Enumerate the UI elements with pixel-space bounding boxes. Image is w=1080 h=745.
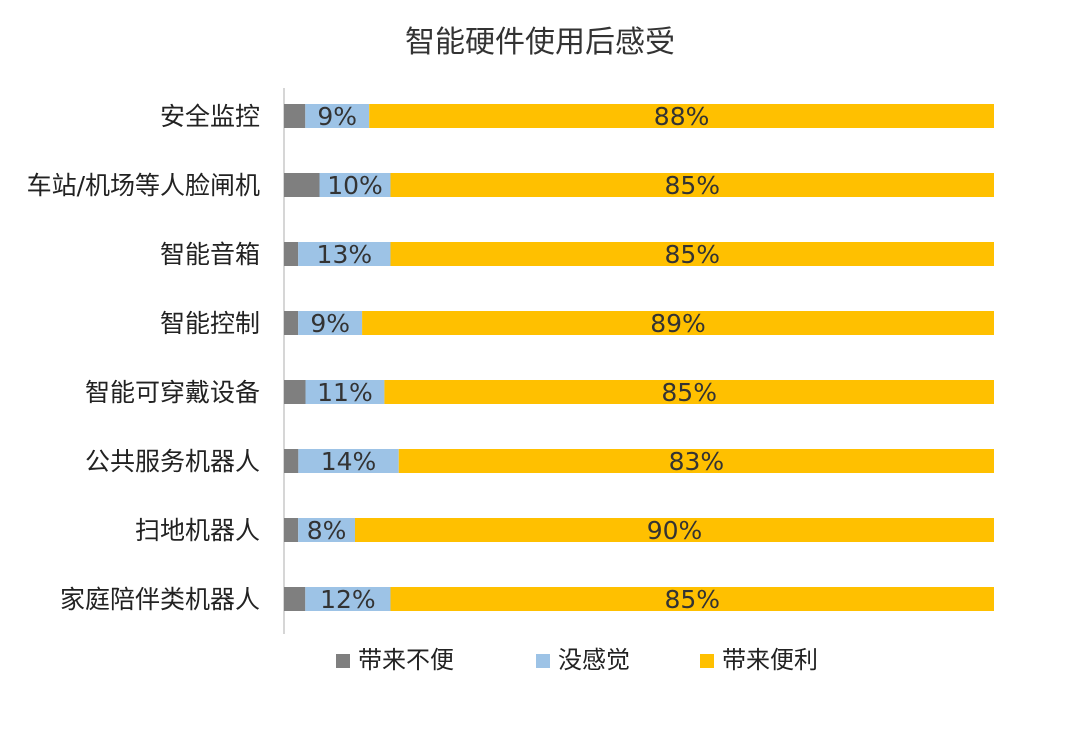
bar-segment [284,311,299,335]
bar-segment [305,587,391,611]
category-label: 公共服务机器人 [85,447,260,476]
category-label: 家庭陪伴类机器人 [60,585,260,614]
legend: 带来不便 没感觉 带来便利 [336,646,818,674]
data-label: 12% [320,585,376,614]
bar-segment [390,242,994,266]
bar-segment [284,380,306,404]
bar-segment [284,104,306,128]
bar-segment [319,173,391,197]
bar-segment [298,311,363,335]
bar-segment [362,311,995,335]
data-label: 13% [317,240,373,269]
category-label: 智能可穿戴设备 [85,378,260,407]
bar-segment [355,518,994,542]
bar-segment [284,587,306,611]
data-label: 9% [310,309,350,338]
category-label: 安全监控 [160,102,260,131]
bar-segment [284,449,299,473]
data-label: 9% [317,102,357,131]
category-label: 智能音箱 [160,240,260,269]
legend-swatch [536,654,550,668]
data-label: 90% [647,516,703,545]
bar-segment [390,173,994,197]
data-label: 14% [321,447,377,476]
data-label: 83% [669,447,725,476]
plot-area: 安全监控 9% 88% 车站/机场等人脸闸机 10% 85% 智能音箱 13% 85% 智能控制 9… [27,102,995,614]
data-label: 85% [661,378,717,407]
bar-segment [305,104,370,128]
data-label: 85% [664,585,720,614]
data-label: 88% [654,102,710,131]
legend-label: 带来不便 [358,646,454,674]
legend-label: 没感觉 [558,646,630,674]
bar-segment [298,518,355,542]
bar-segment [384,380,994,404]
legend-label: 带来便利 [722,646,818,674]
bar-segment [369,104,994,128]
data-label: 8% [307,516,347,545]
bar-segment [284,518,299,542]
category-label: 智能控制 [160,309,260,338]
data-label: 89% [650,309,706,338]
data-label: 10% [327,171,383,200]
data-label: 11% [317,378,373,407]
data-label: 85% [664,240,720,269]
bar-segment [398,449,995,473]
data-label: 85% [664,171,720,200]
bar-segment [284,173,320,197]
legend-swatch [700,654,714,668]
bar-segment [390,587,994,611]
bar-segment [284,242,299,266]
legend-swatch [336,654,350,668]
bar-segment [298,242,391,266]
chart-title: 智能硬件使用后感受 [405,25,675,60]
bar-segment [305,380,385,404]
category-label: 车站/机场等人脸闸机 [27,171,260,200]
bar-segment [298,449,399,473]
category-label: 扫地机器人 [135,516,260,545]
